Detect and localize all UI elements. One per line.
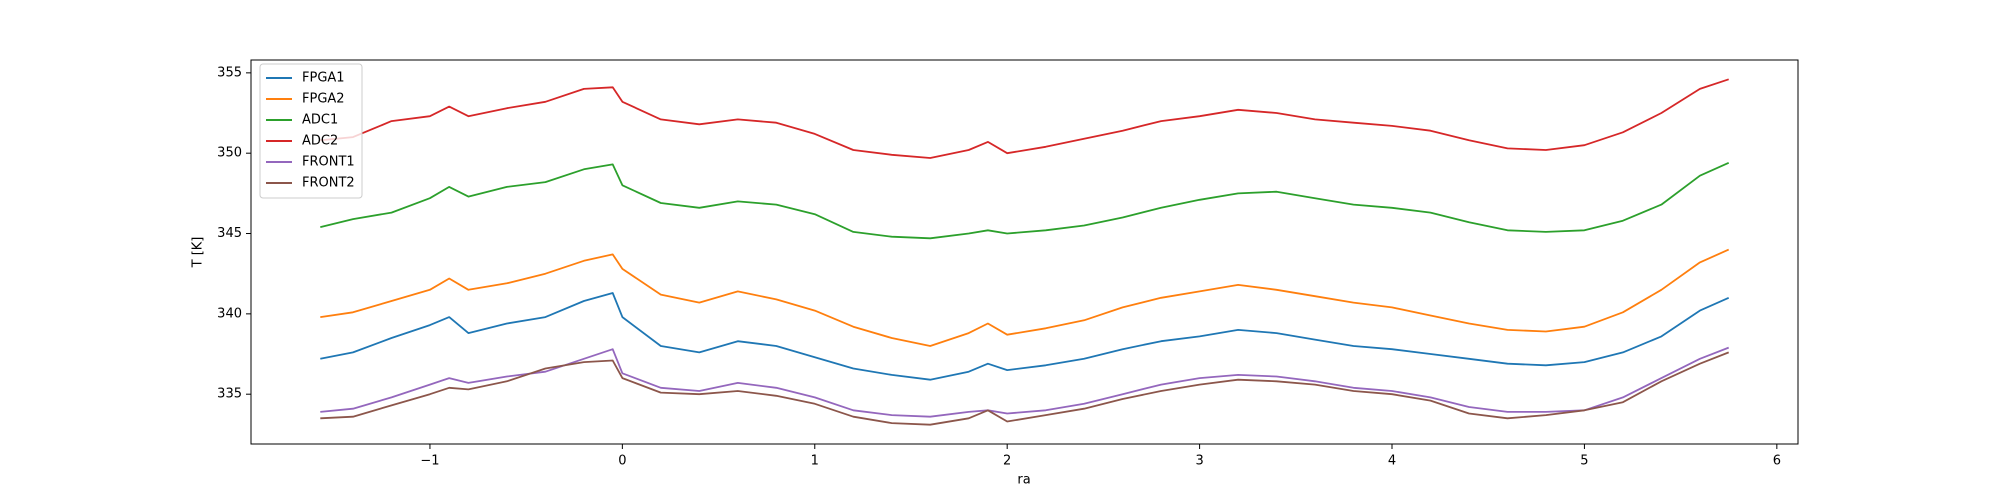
- series-line: [320, 292, 1730, 381]
- series-line: [320, 351, 1730, 426]
- legend-label: FRONT1: [302, 155, 355, 170]
- plot-frame: [250, 59, 1799, 445]
- legend-label: FPGA2: [302, 92, 345, 107]
- series-line: [320, 346, 1730, 418]
- x-tick-label: 1: [811, 454, 819, 469]
- legend-label: ADC1: [302, 113, 338, 128]
- x-tick-label: −1: [420, 454, 439, 469]
- y-tick-label: 350: [217, 146, 242, 161]
- x-tick-label: 3: [1195, 454, 1203, 469]
- series-line: [320, 248, 1730, 347]
- x-tick-label: 0: [618, 454, 626, 469]
- legend-box: [259, 63, 363, 199]
- x-axis-label: ra: [1017, 473, 1030, 488]
- legend-label: ADC2: [302, 134, 338, 149]
- legend-label: FPGA1: [302, 71, 345, 86]
- x-tick-label: 4: [1388, 454, 1396, 469]
- y-tick-label: 340: [217, 306, 242, 321]
- y-tick-label: 355: [217, 65, 242, 80]
- x-tick-label: 5: [1580, 454, 1588, 469]
- y-tick-label: 335: [217, 387, 242, 402]
- y-tick-label: 345: [217, 226, 242, 241]
- y-axis-label: T [K]: [191, 237, 206, 269]
- series-line: [320, 161, 1730, 240]
- x-tick-label: 2: [1003, 454, 1011, 469]
- legend: FPGA1 FPGA2 ADC1 ADC2 FRONT1 FRONT2: [259, 63, 363, 199]
- series-line: [320, 78, 1729, 159]
- legend-label: FRONT2: [302, 176, 355, 191]
- x-tick-label: 6: [1773, 454, 1781, 469]
